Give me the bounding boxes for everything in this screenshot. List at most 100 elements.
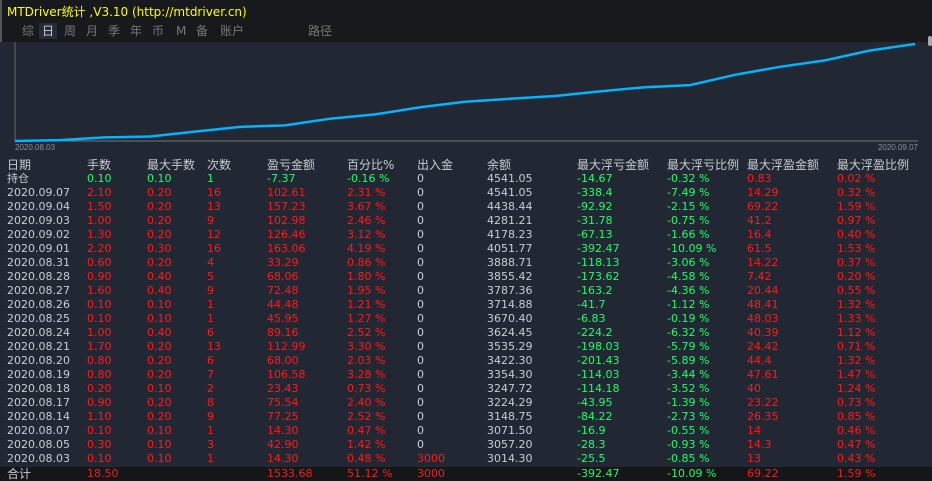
holding-row: 持仓 0.10 0.10 1 -7.37 -0.16 % 0 4541.05 -14.67 -0.… [0,172,932,186]
cell-col-9: -3.44 % [667,368,710,381]
cell-col-11: 0.32 % [837,186,876,199]
cell-col-1: 0.10 [87,172,112,185]
cell-col-8: 最大浮亏金额 [577,158,650,172]
cell-col-0: 2020.08.19 [7,368,70,381]
tab-7[interactable]: M [176,24,187,38]
cell-col-11: 0.40 % [837,228,876,241]
cell-col-4: 42.90 [267,438,299,451]
cell-col-11: 0.71 % [837,340,876,353]
cell-col-1: 0.10 [87,452,112,465]
table-row: 2020.08.19 0.80 0.20 7 106.58 3.28 % 0 3354.30 -… [0,368,932,382]
cell-col-7: 3071.50 [487,424,533,437]
cell-col-8: -173.62 [577,270,620,283]
tab-5[interactable]: 年 [130,24,143,38]
cell-col-3: 13 [207,200,221,213]
cell-col-2: 0.20 [147,396,172,409]
cell-col-5: 2.31 % [347,186,386,199]
tab-3[interactable]: 月 [86,24,99,38]
cell-col-11: 1.47 % [837,368,876,381]
cell-col-11: 1.12 % [837,326,876,339]
cell-col-7: 4178.23 [487,228,533,241]
cell-col-8: -338.4 [577,186,613,199]
cell-col-10: 48.03 [747,312,779,325]
tab-10[interactable]: 路径 [308,24,333,38]
cell-col-5: 3.12 % [347,228,386,241]
table-header: 日期 手数 最大手数 次数 盈亏金额 百分比% 出入金 余额 最大浮亏金额 最大浮亏比例 最大浮盈金… [0,158,932,172]
table-row: 2020.08.27 1.60 0.40 9 72.48 1.95 % 0 3787.36 -1… [0,284,932,298]
cell-col-0: 2020.08.20 [7,354,70,367]
cell-col-11: 0.46 % [837,424,876,437]
cell-col-9: -5.79 % [667,340,710,353]
cell-col-8: -163.2 [577,284,613,297]
cell-col-2: 0.10 [147,298,172,311]
cell-col-0: 2020.09.03 [7,214,70,227]
cell-col-8: -114.18 [577,382,620,395]
cell-col-5: 0.47 % [347,424,386,437]
cell-col-1: 2.20 [87,242,112,255]
cell-col-1: 0.30 [87,438,112,451]
cell-col-0: 2020.08.14 [7,410,70,423]
cell-col-11: 最大浮盈比例 [837,158,910,172]
tab-2[interactable]: 周 [64,24,77,38]
cell-col-6: 0 [417,200,424,213]
table-row: 2020.08.17 0.90 0.20 8 75.54 2.40 % 0 3224.29 -4… [0,396,932,410]
cell-col-6: 0 [417,354,424,367]
cell-col-6: 0 [417,368,424,381]
cell-col-5: 1.95 % [347,284,386,297]
cell-col-10: 44.4 [747,354,772,367]
tab-1[interactable]: 日 [39,23,58,39]
cell-col-7: 3787.36 [487,284,533,297]
cell-col-6: 0 [417,270,424,283]
cell-col-10: 14.3 [747,438,772,451]
resize-handle[interactable] [928,36,932,46]
cell-col-2: 最大手数 [147,158,196,172]
cell-col-10: 47.61 [747,368,779,381]
table-row: 2020.08.07 0.10 0.10 1 14.30 0.47 % 0 3071.50 -1… [0,424,932,438]
tab-4[interactable]: 季 [108,24,121,38]
cell-col-0: 2020.09.02 [7,228,70,241]
total-row: 合计 18.50 1533.68 51.12 % 3000 -392.47 -10.09 %… [0,467,932,481]
cell-col-7: 3714.88 [487,298,533,311]
tab-6[interactable]: 币 [152,24,165,38]
cell-col-4: -7.37 [267,172,296,185]
cell-col-4: 68.06 [267,270,299,283]
cell-col-8: -67.13 [577,228,613,241]
cell-col-10: 最大浮盈金额 [747,158,820,172]
cell-col-2: 0.30 [147,242,172,255]
cell-col-10: 23.22 [747,396,779,409]
cell-col-5: 2.40 % [347,396,386,409]
cell-col-2: 0.10 [147,424,172,437]
cell-col-4: 163.06 [267,242,306,255]
cell-col-7: 3888.71 [487,256,533,269]
cell-col-4: 45.95 [267,312,299,325]
cell-col-5: 3.28 % [347,368,386,381]
cell-col-5: 1.27 % [347,312,386,325]
tab-0[interactable]: 综 [22,24,35,38]
cell-col-0: 2020.08.27 [7,284,70,297]
cell-col-5: 3.67 % [347,200,386,213]
cell-col-10: 7.42 [747,270,772,283]
cell-col-1: 1.10 [87,410,112,423]
cell-col-10: 48.41 [747,298,779,311]
cell-col-10: 41.2 [747,214,772,227]
window-title: MTDriver统计 ,V3.10 (http://mtdriver.cn) [0,0,932,20]
cell-col-7: 3354.30 [487,368,533,381]
cell-col-3: 1 [207,312,214,325]
cell-col-9: -4.58 % [667,270,710,283]
tab-9[interactable]: 账户 [220,24,245,38]
cell-col-11: 0.73 % [837,396,876,409]
cell-col-3: 6 [207,354,214,367]
cell-col-8: -224.2 [577,326,613,339]
cell-col-0: 2020.08.07 [7,424,70,437]
tab-8[interactable]: 备 [196,24,209,38]
cell-col-1: 1.70 [87,340,112,353]
cell-col-0: 合计 [7,467,32,481]
cell-col-1: 0.20 [87,382,112,395]
table-row: 2020.08.26 0.10 0.10 1 44.48 1.21 % 0 3714.88 -4… [0,298,932,312]
cell-col-2: 0.10 [147,438,172,451]
cell-col-9: -6.32 % [667,326,710,339]
cell-col-6: 0 [417,438,424,451]
cell-col-8: -16.9 [577,424,606,437]
cell-col-9: -5.89 % [667,354,710,367]
cell-col-4: 106.58 [267,368,306,381]
